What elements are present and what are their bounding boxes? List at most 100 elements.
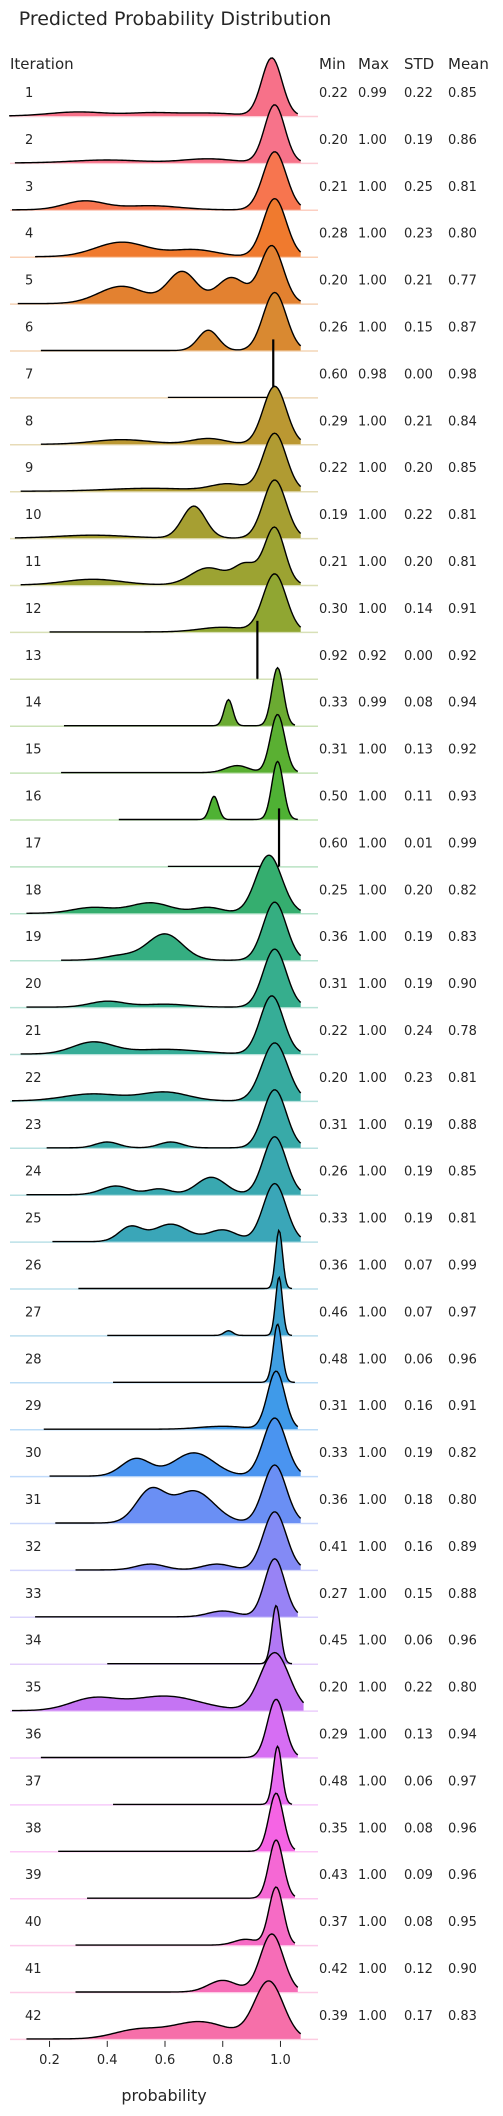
stat-max: 1.00 [358, 1774, 387, 1789]
stat-max: 1.00 [358, 883, 387, 898]
stat-min: 0.36 [319, 930, 348, 945]
stat-max: 0.98 [358, 367, 387, 382]
iteration-label: 29 [25, 1399, 42, 1414]
density-curve [20, 432, 302, 492]
density-curve [20, 526, 302, 586]
stat-mean: 0.85 [448, 461, 477, 476]
density-curve [26, 1135, 302, 1196]
iteration-label: 21 [25, 1024, 42, 1039]
stat-min: 0.43 [319, 1868, 348, 1883]
stat-min: 0.37 [319, 1915, 348, 1930]
stat-max: 1.00 [358, 1118, 387, 1133]
stat-max: 1.00 [358, 1446, 387, 1461]
ridge-row: 28 0.48 1.00 0.06 0.96 [10, 1323, 477, 1384]
ridge-row: 14 0.33 0.99 0.08 0.94 [10, 666, 477, 727]
density-curve [26, 854, 302, 914]
stat-std: 0.19 [404, 1446, 433, 1461]
iteration-label: 3 [25, 180, 33, 195]
density-fill [17, 245, 301, 304]
iteration-label: 22 [25, 1071, 42, 1086]
iteration-label: 24 [25, 1165, 42, 1180]
iteration-label: 38 [25, 1821, 42, 1836]
stat-std: 0.19 [404, 133, 433, 148]
stat-min: 0.31 [319, 743, 348, 758]
header-std: STD [404, 55, 434, 73]
density-curve [113, 1745, 293, 1806]
stat-mean: 0.94 [448, 1728, 477, 1743]
iteration-label: 32 [25, 1540, 42, 1555]
density-curve [87, 1839, 296, 1899]
ridge-row: 17 0.60 1.00 0.01 0.99 [10, 808, 477, 868]
iteration-label: 23 [25, 1118, 42, 1133]
density-curve [40, 291, 302, 352]
stat-std: 0.08 [404, 1915, 433, 1930]
stat-std: 0.22 [404, 508, 433, 523]
stat-min: 0.36 [319, 1493, 348, 1508]
stat-std: 0.01 [404, 836, 433, 851]
stat-std: 0.22 [404, 86, 433, 101]
stat-mean: 0.85 [448, 86, 477, 101]
stat-std: 0.06 [404, 1352, 433, 1367]
iteration-label: 35 [25, 1681, 42, 1696]
density-curve [113, 1323, 295, 1383]
iteration-label: 39 [25, 1868, 42, 1883]
header-max: Max [358, 55, 389, 73]
density-curve [40, 1698, 299, 1759]
density-curve [63, 666, 296, 727]
stat-min: 0.20 [319, 274, 348, 289]
ridge-row: 8 0.29 1.00 0.21 0.84 [10, 385, 477, 446]
iteration-label: 9 [25, 461, 33, 476]
x-tick-label: 1.0 [270, 2053, 291, 2068]
stat-std: 0.16 [404, 1399, 433, 1414]
density-curve [75, 1886, 296, 1946]
iteration-label: 36 [25, 1728, 42, 1743]
stat-max: 1.00 [358, 180, 387, 195]
density-curve [75, 1511, 302, 1571]
density-curve [61, 713, 299, 774]
stat-std: 0.25 [404, 180, 433, 195]
stat-std: 0.15 [404, 1587, 433, 1602]
ridge-row: 37 0.48 1.00 0.06 0.97 [10, 1745, 477, 1806]
stat-mean: 0.85 [448, 1165, 477, 1180]
density-curve [11, 151, 302, 211]
stat-max: 0.92 [358, 649, 387, 664]
ridge-row: 15 0.31 1.00 0.13 0.92 [10, 713, 477, 774]
density-curve [11, 1042, 302, 1102]
iteration-label: 19 [25, 930, 42, 945]
ridge-row: 18 0.25 1.00 0.20 0.82 [10, 854, 477, 915]
stat-mean: 0.97 [448, 1305, 477, 1320]
stat-mean: 0.83 [448, 930, 477, 945]
density-fill [61, 714, 298, 773]
stat-mean: 0.98 [448, 367, 477, 382]
stat-max: 1.00 [358, 1024, 387, 1039]
stat-std: 0.07 [404, 1259, 433, 1274]
stat-max: 1.00 [358, 930, 387, 945]
density-curve [12, 1651, 305, 1712]
stat-max: 1.00 [358, 508, 387, 523]
stat-std: 0.19 [404, 1212, 433, 1227]
stat-min: 0.21 [319, 180, 348, 195]
stat-max: 0.99 [358, 86, 387, 101]
stat-std: 0.21 [404, 274, 433, 289]
stat-max: 1.00 [358, 602, 387, 617]
stat-max: 1.00 [358, 1915, 387, 1930]
iteration-label: 12 [25, 602, 42, 617]
stat-min: 0.60 [319, 836, 348, 851]
stat-min: 0.45 [319, 1634, 348, 1649]
stat-max: 1.00 [358, 1681, 387, 1696]
stat-mean: 0.81 [448, 555, 477, 570]
stat-max: 1.00 [358, 1868, 387, 1883]
iteration-label: 42 [25, 2009, 42, 2024]
stat-max: 1.00 [358, 836, 387, 851]
stat-mean: 0.96 [448, 1352, 477, 1367]
stat-min: 0.33 [319, 1446, 348, 1461]
stat-mean: 0.91 [448, 602, 477, 617]
stat-mean: 0.88 [448, 1118, 477, 1133]
iteration-label: 15 [25, 743, 42, 758]
stat-std: 0.00 [404, 367, 433, 382]
stat-mean: 0.86 [448, 133, 477, 148]
stat-std: 0.11 [404, 790, 433, 805]
stat-std: 0.17 [404, 2009, 433, 2024]
x-tick-label: 0.2 [39, 2053, 60, 2068]
ridge-row: 1 0.22 0.99 0.22 0.85 [9, 57, 477, 118]
